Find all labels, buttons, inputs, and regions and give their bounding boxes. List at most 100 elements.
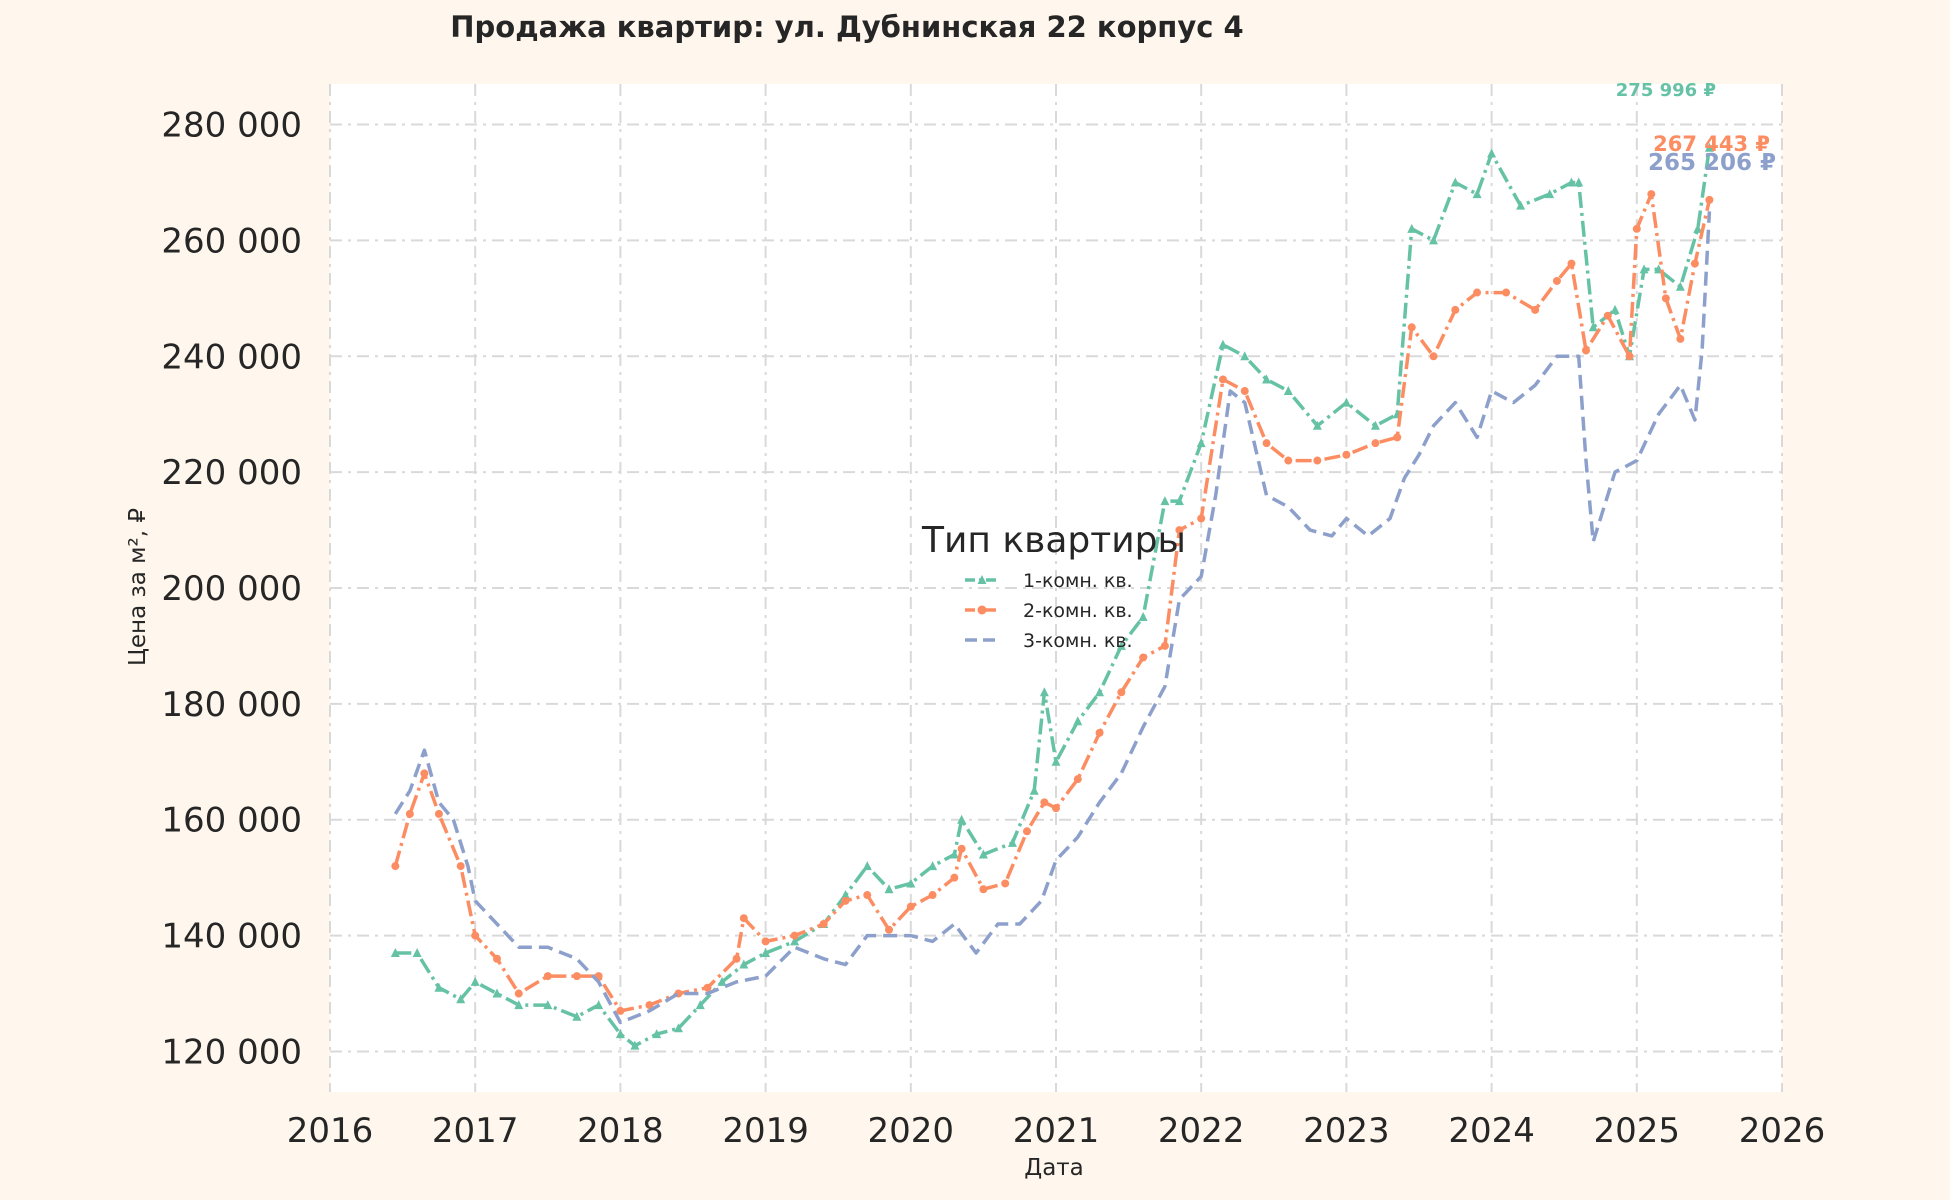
data-point [884, 884, 894, 894]
data-point [514, 989, 523, 998]
data-point [1693, 223, 1703, 233]
data-point [862, 861, 872, 871]
data-point [1588, 322, 1598, 332]
x-axis-label: Дата [1024, 1155, 1084, 1181]
chart-title: Продажа квартир: ул. Дубнинская 22 корпу… [450, 10, 1243, 44]
data-point [594, 1000, 604, 1010]
data-point [434, 982, 444, 992]
x-tick-label: 2021 [1013, 1111, 1100, 1151]
data-point [957, 844, 966, 853]
series-layer [390, 142, 1714, 1050]
data-point [1160, 496, 1170, 506]
x-tick-label: 2017 [432, 1111, 519, 1151]
data-point [732, 954, 741, 963]
grid [329, 84, 1783, 1092]
data-point [1022, 827, 1031, 836]
data-point [1240, 387, 1249, 396]
data-point [1312, 420, 1322, 430]
data-point [979, 885, 988, 894]
data-point [1197, 514, 1206, 523]
data-point [1632, 224, 1641, 233]
end-value-label: 267 443 ₽ [1653, 132, 1770, 156]
data-point [1370, 420, 1380, 430]
data-point [1262, 439, 1271, 448]
data-point [978, 849, 988, 859]
data-point [841, 896, 850, 905]
data-point [950, 873, 959, 882]
data-point [1429, 235, 1439, 245]
x-tick-label: 2018 [577, 1111, 664, 1151]
legend-item: 2-комн. кв. [965, 600, 1133, 622]
data-point [412, 947, 422, 957]
data-point [717, 976, 727, 986]
data-point [885, 925, 894, 934]
data-point [1001, 879, 1010, 888]
data-point [645, 1001, 654, 1010]
data-point [390, 947, 400, 957]
end-labels: 275 996 ₽ 267 443 ₽265 206 ₽ [1616, 80, 1776, 176]
x-tick-label: 2024 [1448, 1111, 1535, 1151]
data-point [1051, 756, 1061, 766]
data-point [1175, 526, 1184, 535]
x-tick-label: 2023 [1303, 1111, 1390, 1151]
data-point [739, 914, 748, 923]
data-point [1610, 304, 1620, 314]
series-2 [391, 190, 1714, 1015]
x-tick-label: 2025 [1594, 1111, 1681, 1151]
data-point [1007, 837, 1017, 847]
y-tick-label: 260 000 [161, 221, 302, 261]
y-tick-label: 280 000 [161, 106, 302, 146]
data-point [1262, 374, 1272, 384]
x-tick-label: 2026 [1739, 1111, 1826, 1151]
data-point [470, 976, 480, 986]
data-point [1040, 798, 1049, 807]
end-value-label: 275 996 ₽ [1616, 80, 1716, 101]
series-line [393, 192, 1712, 1013]
legend-label: 2-комн. кв. [1023, 600, 1133, 622]
data-point [1676, 334, 1685, 343]
x-axis: 2016 2017 2018 2019 2020 2021 2022 2023 2024 2025… [287, 1111, 1826, 1151]
legend-item: 1-комн. кв. [965, 570, 1133, 592]
data-point [1174, 496, 1184, 506]
data-point [1690, 259, 1699, 268]
data-point [957, 814, 967, 824]
data-point [906, 902, 915, 911]
data-point [673, 1023, 683, 1033]
data-point [1095, 728, 1104, 737]
data-point [492, 954, 501, 963]
x-tick-label: 2022 [1158, 1111, 1245, 1151]
data-point [739, 959, 749, 969]
series-line [395, 147, 1712, 1048]
data-point [1661, 294, 1670, 303]
data-point [1574, 177, 1584, 187]
y-tick-label: 180 000 [161, 685, 302, 725]
data-point [819, 920, 828, 928]
y-axis-label: Цена за м², ₽ [125, 508, 151, 666]
data-point [1407, 323, 1416, 332]
data-point [1117, 688, 1126, 697]
data-point [1472, 189, 1482, 199]
data-point [572, 1011, 582, 1021]
legend-marker [977, 575, 987, 584]
data-point [391, 862, 400, 871]
data-point [1429, 352, 1438, 361]
data-point [543, 1000, 553, 1010]
data-point [1473, 288, 1482, 297]
data-point [405, 809, 414, 818]
y-tick-label: 160 000 [161, 801, 302, 841]
data-point [1567, 259, 1576, 268]
data-point [1218, 375, 1227, 384]
data-point [616, 1006, 625, 1015]
data-point [572, 972, 581, 981]
data-point [949, 849, 959, 859]
y-tick-label: 240 000 [161, 337, 302, 377]
data-point [1371, 439, 1380, 448]
data-point [1647, 190, 1656, 199]
data-point [1675, 281, 1685, 291]
data-point [1116, 640, 1126, 650]
data-point [1531, 305, 1540, 314]
data-point [1218, 339, 1228, 349]
data-point [1240, 351, 1250, 361]
data-point [695, 1000, 705, 1010]
